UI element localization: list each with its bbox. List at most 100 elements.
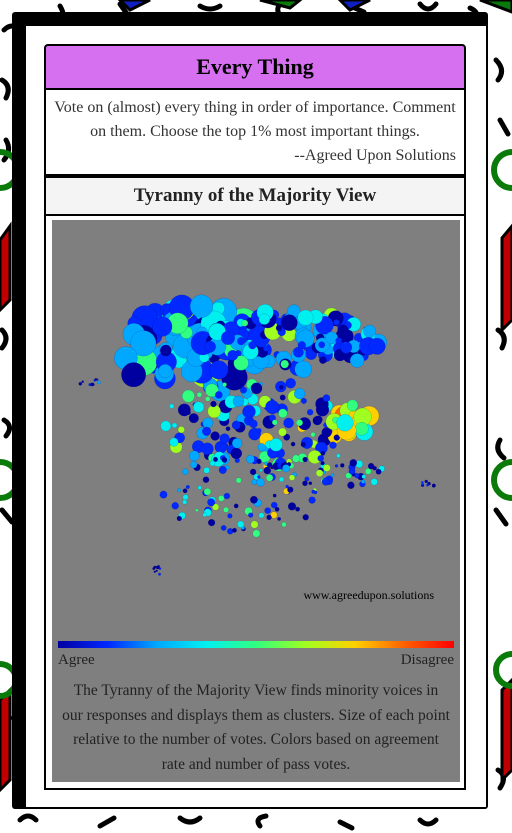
cluster-point [421,483,425,486]
cluster-point [340,341,353,354]
cluster-point [294,360,312,379]
cluster-point [209,360,229,380]
description-box: Vote on (almost) every thing in order of… [44,90,466,176]
cluster-point [283,417,294,429]
cluster-point [231,437,243,449]
cluster-point [176,488,182,493]
cluster-point [281,521,287,528]
cluster-point [259,468,263,473]
cluster-point [182,499,188,505]
cluster-point [282,464,291,473]
cluster-point [94,377,98,381]
cluster-point [368,337,386,355]
cluster-point [329,441,337,449]
cluster-point [278,427,287,437]
cluster-point [212,456,219,462]
cluster-point [269,438,283,452]
cluster-point [302,513,309,521]
cluster-point [160,420,172,432]
cluster-point [257,475,261,479]
cluster-point [349,353,365,368]
cluster-point [188,450,200,462]
cluster-point [248,341,257,350]
cluster-point [239,386,248,394]
cluster-point [293,388,306,400]
cluster-point [169,403,175,409]
cluster-point [242,404,256,419]
cluster-point [285,377,296,389]
cluster-point [248,512,254,518]
cluster-point [370,478,378,486]
cluster-point [207,518,216,527]
watermark: www.agreedupon.solutions [303,588,434,602]
cluster-point [283,433,291,441]
cluster-point [177,426,185,434]
cluster-point [302,480,308,487]
cluster-point [190,461,198,469]
cluster-point [300,397,307,404]
cluster-point [201,426,212,436]
cluster-point [155,569,158,573]
cluster-point [181,389,195,403]
cluster-point [334,464,339,468]
cluster-point [78,381,83,386]
cluster-point [320,450,326,456]
cluster-point [285,484,289,489]
cluster-point [340,463,345,468]
cluster-point [266,514,272,521]
cluster-point [192,401,205,413]
cluster-point [425,483,429,487]
visualization-panel: www.agreedupon.solutions Agree Disagree … [52,220,460,782]
cluster-point [230,447,243,460]
cluster-point [218,495,225,502]
cluster-point [361,474,367,479]
cluster-point [264,507,272,514]
cluster-point [176,515,182,522]
cluster-point [97,380,101,385]
cluster-point [227,513,233,519]
cluster-point [333,434,341,441]
cluster-point [290,441,296,447]
cluster-point [212,503,220,511]
cluster-point [363,324,377,338]
cluster-point [315,469,324,477]
cluster-point [241,319,249,327]
cluster-point [280,359,290,369]
cluster-point [235,477,242,484]
cluster-point [171,502,179,510]
card-title: Every Thing [196,54,314,79]
cluster-point [157,572,162,576]
cluster-point [311,489,316,494]
cluster-point [317,454,325,462]
cluster-point [295,506,301,512]
cluster-point [210,400,217,408]
cluster-point [220,330,236,345]
cluster-point [287,486,294,493]
cluster-point [182,488,188,494]
cluster-point [252,529,261,538]
cluster-point [233,355,249,371]
cluster-point [421,480,424,484]
cluster-point [196,391,203,398]
cluster-point [336,414,354,432]
color-scale-bar [58,641,454,648]
cluster-point [321,427,332,438]
section-header: Tyranny of the Majority View [44,176,466,216]
cluster-point [207,498,216,507]
cluster-point [270,501,278,509]
caption: The Tyranny of the Majority View finds m… [62,682,450,773]
cluster-point [277,516,282,521]
cluster-plot [78,294,436,576]
cluster-point [171,422,178,429]
cluster-point [310,432,316,438]
cluster-point [236,336,246,346]
cluster-point [295,419,304,427]
cluster-point [318,341,326,349]
cluster-point [204,340,216,353]
cluster-point [249,468,257,476]
description-text: Vote on (almost) every thing in order of… [54,99,456,140]
cluster-point [185,484,190,490]
cluster-point [278,384,284,390]
cluster-point [314,415,323,424]
cluster-point [202,512,208,518]
